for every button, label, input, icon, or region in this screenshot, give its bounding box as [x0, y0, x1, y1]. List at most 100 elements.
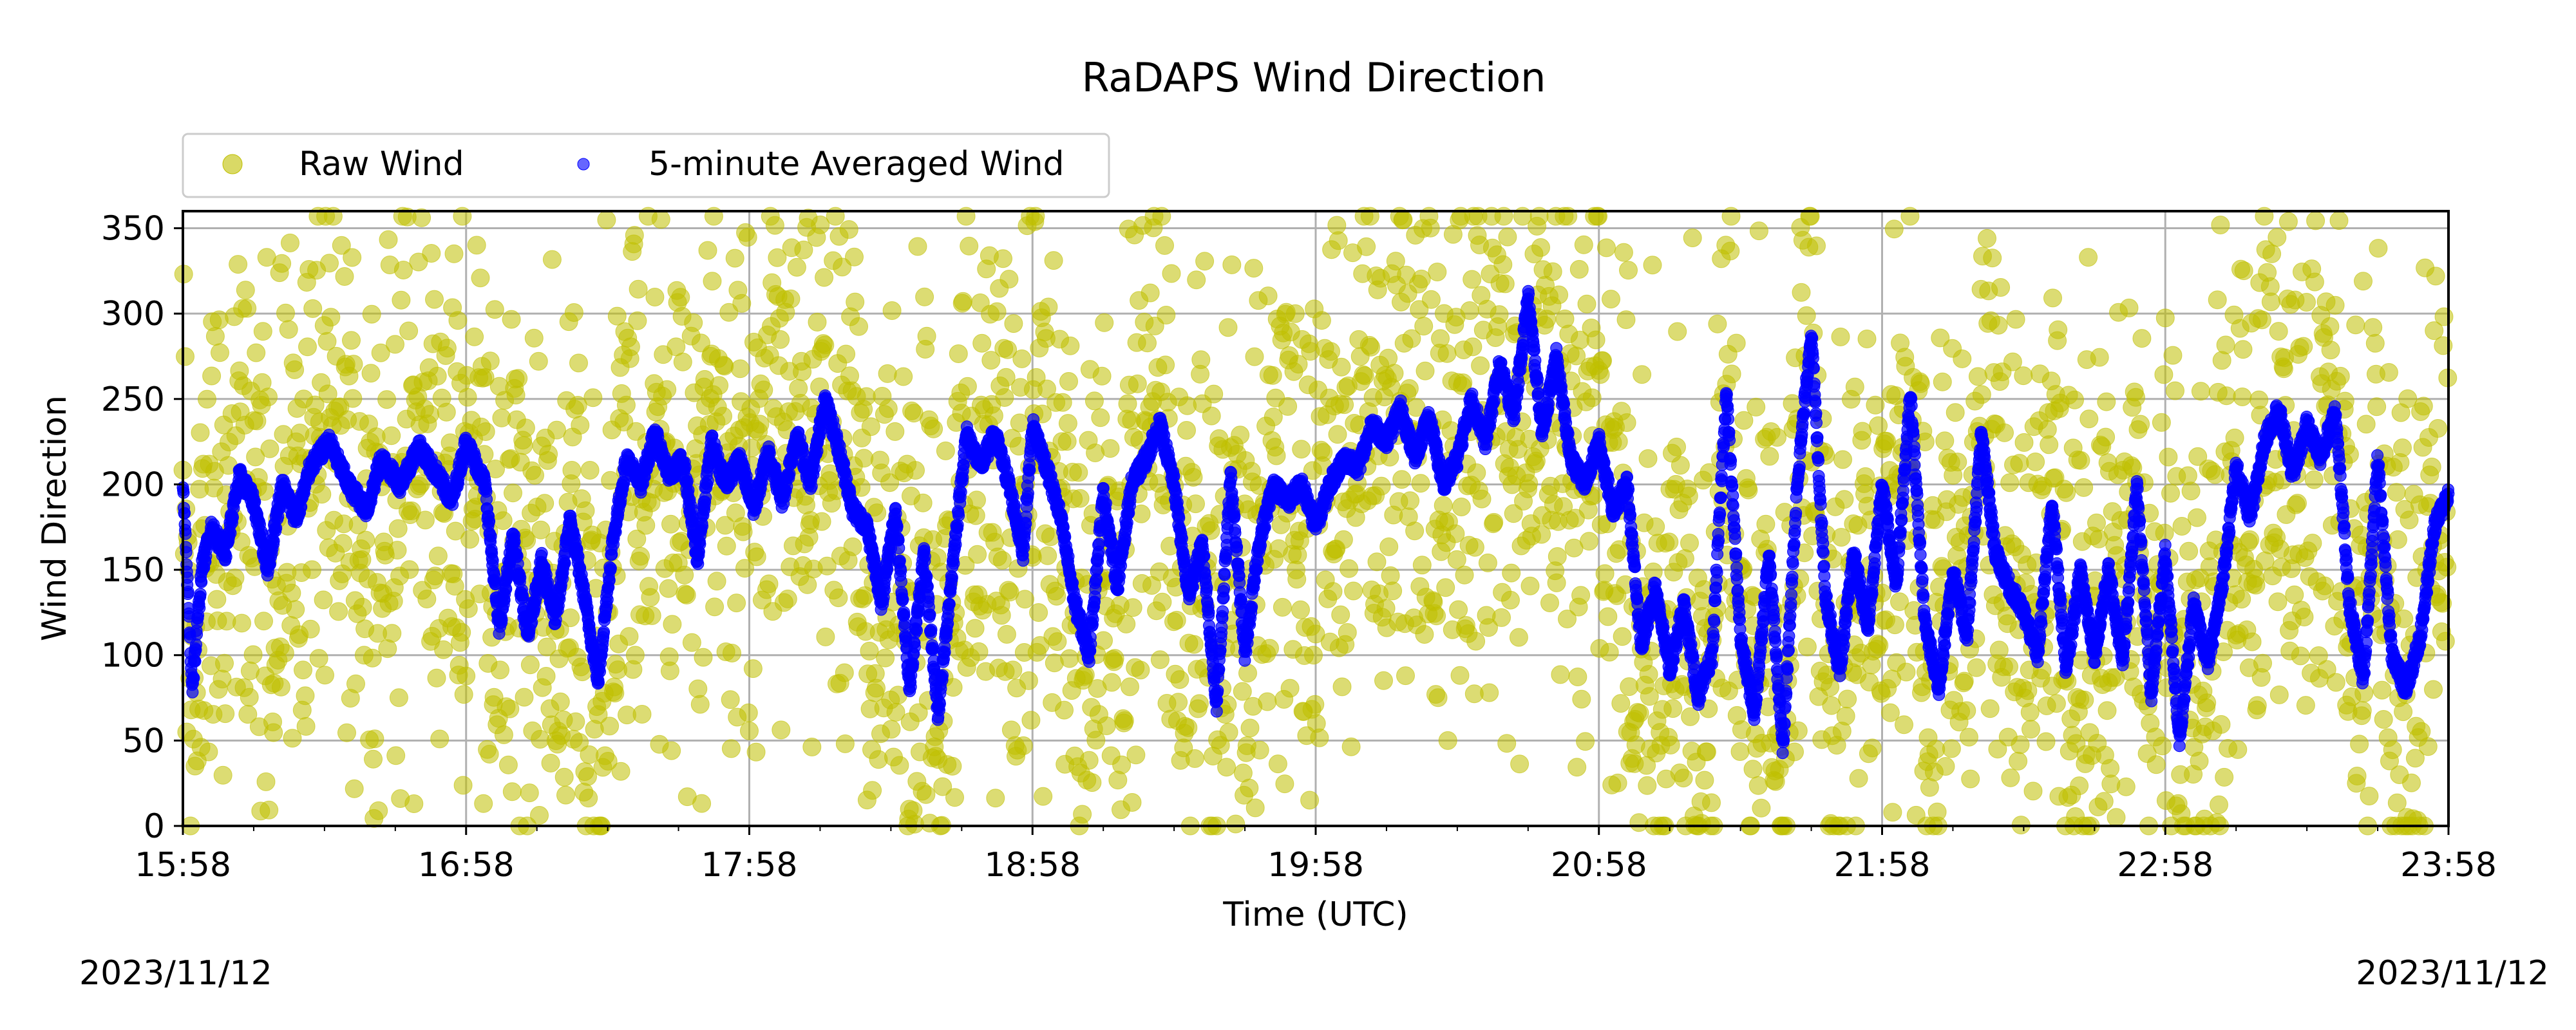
raw-wind-point: [1452, 498, 1471, 516]
raw-wind-point: [520, 783, 539, 803]
raw-wind-point: [1275, 774, 1294, 794]
raw-wind-point: [1314, 443, 1333, 462]
raw-wind-point: [2356, 415, 2376, 434]
raw-wind-point: [1102, 673, 1121, 692]
raw-wind-point: [1551, 665, 1570, 684]
raw-wind-point: [2288, 494, 2307, 513]
raw-wind-point: [1877, 432, 1896, 451]
raw-wind-point: [2010, 454, 2029, 473]
raw-wind-point: [1138, 333, 1157, 353]
raw-wind-point: [569, 353, 588, 373]
raw-wind-point: [535, 494, 554, 513]
raw-wind-point: [1061, 336, 1080, 355]
raw-wind-point: [992, 606, 1011, 625]
raw-wind-point: [1055, 700, 1074, 720]
raw-wind-point: [2369, 239, 2388, 258]
raw-wind-point: [1797, 637, 1817, 657]
raw-wind-point: [198, 389, 216, 409]
raw-wind-point: [480, 745, 499, 763]
raw-wind-point: [337, 723, 356, 742]
raw-wind-point: [537, 637, 556, 657]
raw-wind-point: [972, 333, 992, 353]
raw-wind-point: [1187, 270, 1206, 290]
raw-wind-point: [1668, 322, 1687, 341]
raw-wind-point: [1264, 407, 1283, 427]
raw-wind-point: [1245, 347, 1264, 366]
raw-wind-point: [205, 327, 225, 346]
raw-wind-point: [502, 782, 522, 801]
raw-wind-point: [598, 752, 618, 771]
raw-wind-point: [1576, 732, 1595, 751]
raw-wind-point: [568, 396, 587, 415]
raw-wind-point: [352, 550, 372, 569]
raw-wind-point: [1332, 677, 1352, 697]
raw-wind-point: [863, 781, 882, 800]
raw-wind-point: [199, 742, 218, 762]
raw-wind-point: [425, 290, 444, 309]
raw-wind-point: [1289, 355, 1308, 374]
raw-wind-point: [1250, 740, 1269, 760]
raw-wind-point: [318, 384, 337, 404]
raw-wind-point: [1849, 769, 1868, 788]
legend-marker-raw-wind: [222, 154, 243, 174]
raw-wind-point: [2346, 315, 2365, 335]
raw-wind-point: [715, 357, 734, 376]
raw-wind-point: [1870, 635, 1889, 655]
raw-wind-point: [1989, 641, 2009, 660]
raw-wind-point: [2159, 447, 2178, 467]
raw-wind-point: [1240, 718, 1260, 738]
raw-wind-point: [1150, 650, 1170, 670]
raw-wind-point: [2178, 466, 2197, 485]
raw-wind-point: [1217, 758, 1236, 777]
raw-wind-point: [531, 729, 550, 749]
raw-wind-point: [1372, 476, 1391, 496]
raw-wind-point: [402, 501, 421, 520]
raw-wind-point: [1427, 606, 1446, 626]
raw-wind-point: [992, 550, 1012, 570]
raw-wind-point: [1086, 731, 1106, 750]
raw-wind-point: [688, 679, 708, 698]
raw-wind-point: [781, 289, 800, 308]
raw-wind-point: [491, 660, 509, 680]
raw-wind-point: [958, 377, 977, 396]
raw-wind-point: [2146, 755, 2166, 774]
raw-wind-point: [1675, 549, 1694, 568]
raw-wind-point: [1122, 793, 1142, 812]
raw-wind-point: [943, 756, 962, 776]
raw-wind-point: [743, 659, 762, 679]
raw-wind-point: [536, 667, 556, 686]
raw-wind-point: [571, 416, 590, 435]
raw-wind-point: [1437, 344, 1457, 363]
raw-wind-point: [2306, 211, 2325, 230]
raw-wind-point: [808, 312, 827, 332]
raw-wind-point: [1184, 635, 1204, 654]
raw-wind-point: [2394, 702, 2413, 722]
raw-wind-point: [1341, 737, 1361, 756]
raw-wind-point: [282, 583, 301, 603]
raw-wind-point: [2047, 694, 2066, 713]
raw-wind-point: [1495, 274, 1515, 294]
raw-wind-point: [1245, 798, 1265, 818]
raw-wind-point: [411, 474, 430, 494]
raw-wind-point: [329, 602, 348, 621]
raw-wind-point: [682, 633, 701, 652]
raw-wind-point: [620, 627, 639, 646]
raw-wind-point: [1502, 563, 1521, 583]
raw-wind-point: [750, 415, 770, 434]
raw-wind-point: [2246, 576, 2266, 595]
raw-wind-point: [1021, 711, 1041, 730]
raw-wind-point: [714, 407, 732, 426]
raw-wind-point: [332, 236, 351, 255]
raw-wind-point: [1399, 379, 1419, 398]
raw-wind-point: [1619, 261, 1638, 280]
raw-wind-point: [1305, 695, 1325, 714]
raw-wind-point: [843, 537, 862, 556]
raw-wind-point: [1609, 432, 1628, 451]
raw-wind-point: [2294, 337, 2313, 356]
raw-wind-point: [1743, 760, 1763, 779]
raw-wind-point: [504, 483, 522, 503]
raw-wind-point: [415, 510, 435, 530]
raw-wind-point: [969, 642, 989, 661]
raw-wind-point: [428, 366, 447, 386]
raw-wind-point: [2242, 632, 2262, 651]
